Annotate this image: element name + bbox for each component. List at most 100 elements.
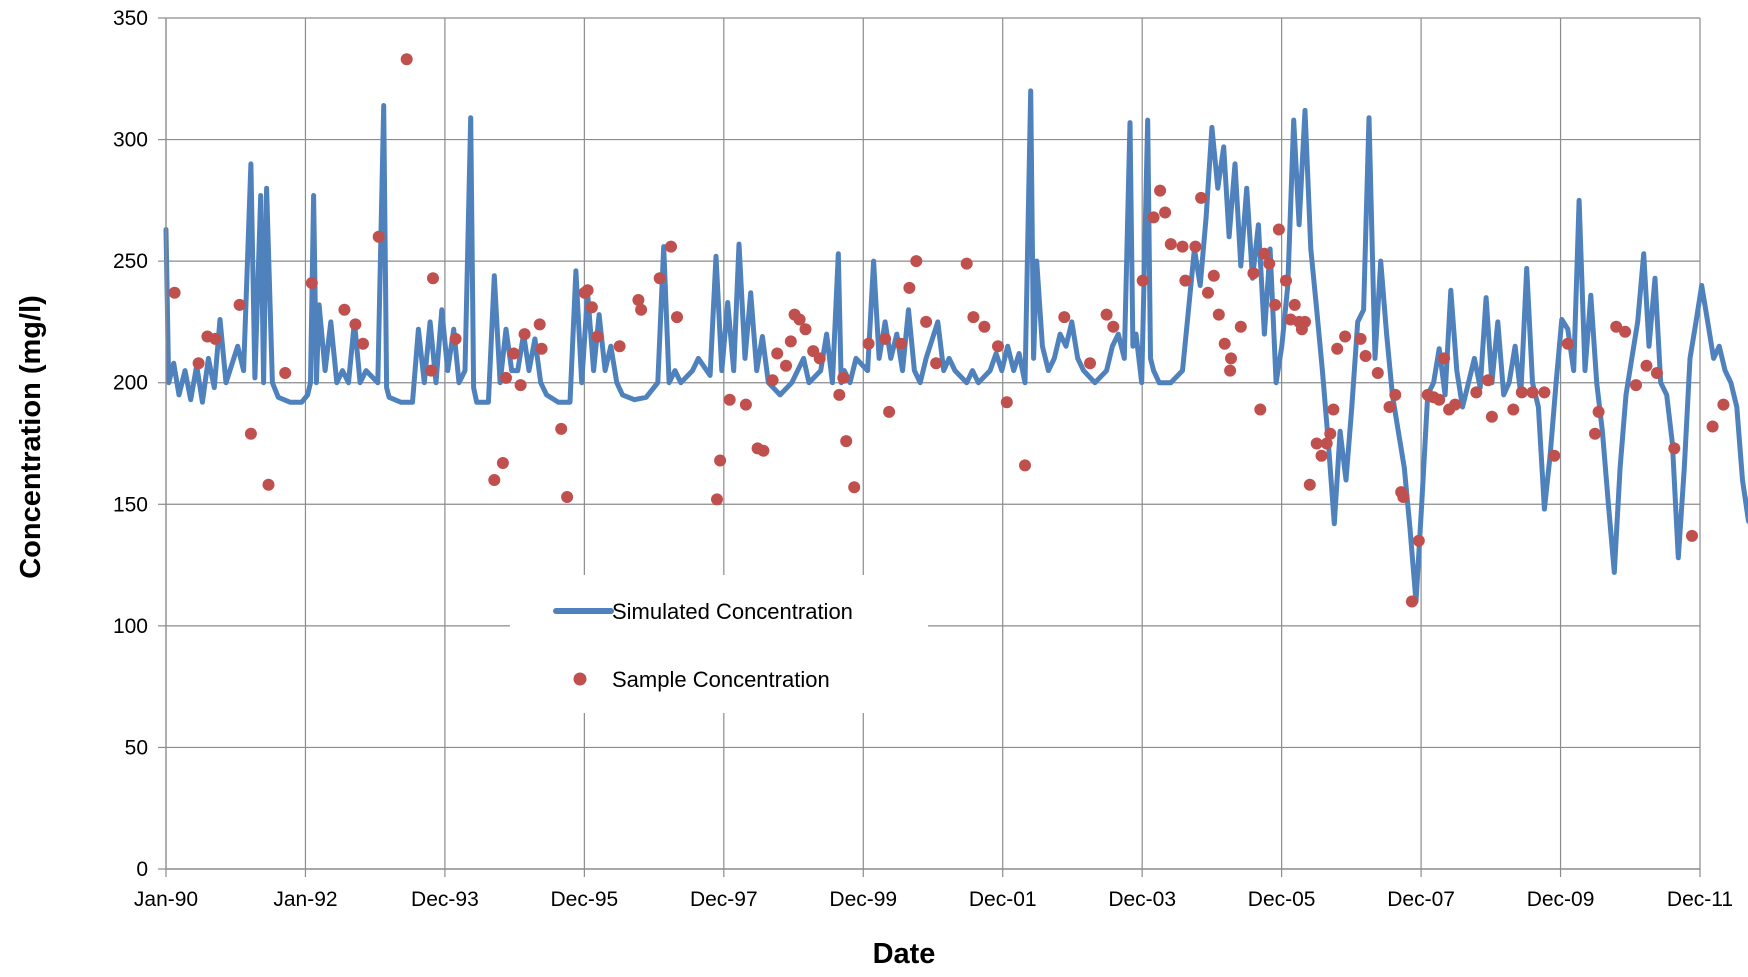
sample-point	[349, 318, 362, 331]
sample-point	[653, 272, 666, 285]
sample-point	[1433, 393, 1446, 406]
x-tick-label: Dec-05	[1248, 888, 1316, 911]
sample-point	[1339, 330, 1352, 343]
sample-point	[1176, 240, 1189, 253]
sample-point	[1610, 320, 1623, 333]
sample-point	[1164, 238, 1177, 251]
sample-point	[1717, 398, 1730, 411]
sample-point	[1136, 274, 1149, 287]
sample-point	[1263, 257, 1276, 270]
sample-point	[338, 303, 351, 316]
sample-point	[488, 474, 501, 486]
sample-point	[848, 481, 861, 494]
sample-point	[1630, 379, 1642, 392]
sample-point	[665, 240, 677, 253]
sample-point	[1482, 374, 1494, 387]
x-tick-label: Dec-07	[1387, 888, 1455, 911]
sample-point	[1320, 437, 1333, 450]
grid	[166, 17, 1701, 869]
sample-point	[449, 332, 462, 345]
sample-point	[813, 352, 826, 365]
x-tick-label: Dec-95	[551, 888, 619, 911]
sample-point	[1405, 595, 1418, 608]
y-tick-label: 150	[113, 493, 148, 516]
sample-point	[507, 347, 520, 360]
sample-point	[1019, 459, 1031, 472]
sample-point	[1147, 211, 1160, 224]
sample-point	[967, 311, 980, 324]
sample-point	[771, 347, 784, 360]
sample-point	[780, 359, 792, 372]
sample-point	[992, 340, 1004, 353]
sample-point	[561, 491, 574, 503]
sample-point	[1303, 478, 1316, 491]
sample-point	[1225, 352, 1237, 365]
sample-point	[1280, 274, 1292, 287]
simulated-series	[163, 88, 1748, 604]
sample-point	[1107, 320, 1120, 333]
sample-point	[840, 435, 853, 448]
sample-point	[1000, 396, 1013, 409]
sample-point	[1640, 359, 1653, 372]
x-tick-label: Dec-11	[1667, 888, 1733, 911]
sample-point	[168, 286, 181, 299]
sample-point	[1561, 337, 1574, 350]
sample-point	[1299, 315, 1311, 328]
x-tick-label: Dec-97	[690, 888, 758, 911]
sample-point	[372, 230, 385, 243]
sample-point	[585, 301, 598, 314]
sample-point	[920, 315, 933, 328]
sample-point	[784, 335, 797, 348]
sample-point	[1686, 529, 1698, 542]
sample-point	[233, 298, 246, 311]
sample-point	[425, 364, 438, 377]
sample-point	[427, 272, 439, 285]
sample-point	[1470, 386, 1483, 399]
sample-point	[1272, 223, 1285, 236]
sample-point	[1218, 337, 1231, 350]
sample-point	[930, 357, 943, 370]
y-tick-label: 350	[113, 7, 148, 30]
sample-point	[1412, 534, 1425, 547]
sample-point	[903, 281, 916, 294]
sample-point	[1331, 342, 1344, 355]
sample-point	[357, 337, 369, 350]
sample-point	[514, 379, 527, 392]
sample-point	[766, 374, 779, 387]
x-tick-label: Dec-99	[829, 888, 897, 911]
sample-point	[613, 340, 626, 353]
sample-point	[1224, 364, 1237, 377]
sample-point	[500, 371, 512, 384]
sample-point	[305, 277, 318, 289]
legend-sample-swatch	[573, 672, 587, 686]
sample-point	[1258, 247, 1271, 260]
sample-point	[711, 493, 723, 506]
y-axis-title: Concentration (mg/l)	[15, 295, 47, 579]
x-tick-label: Jan-92	[273, 888, 337, 911]
sample-point	[1449, 398, 1462, 411]
sample-point	[879, 332, 892, 345]
sample-point	[1397, 491, 1410, 503]
sample-point	[1706, 420, 1719, 433]
sample-point	[910, 255, 923, 268]
sample-point	[1234, 320, 1247, 333]
sample-point	[1212, 308, 1225, 321]
sample-point	[1288, 298, 1301, 311]
sample-series	[168, 53, 1730, 608]
sample-point	[192, 357, 205, 370]
sample-point	[723, 393, 736, 406]
simulated-concentration-line	[163, 88, 1748, 604]
sample-point	[1084, 357, 1096, 370]
sample-point	[1650, 367, 1663, 379]
sample-point	[1389, 388, 1402, 401]
y-tick-label: 300	[113, 129, 148, 152]
x-tick-label: Dec-03	[1108, 888, 1176, 911]
sample-point	[1619, 325, 1632, 338]
sample-point	[581, 284, 594, 297]
y-tick-label: 50	[125, 736, 148, 759]
sample-point	[757, 444, 770, 457]
sample-point	[1383, 401, 1396, 413]
sample-point	[1589, 427, 1601, 440]
y-tick-label: 200	[113, 372, 148, 395]
